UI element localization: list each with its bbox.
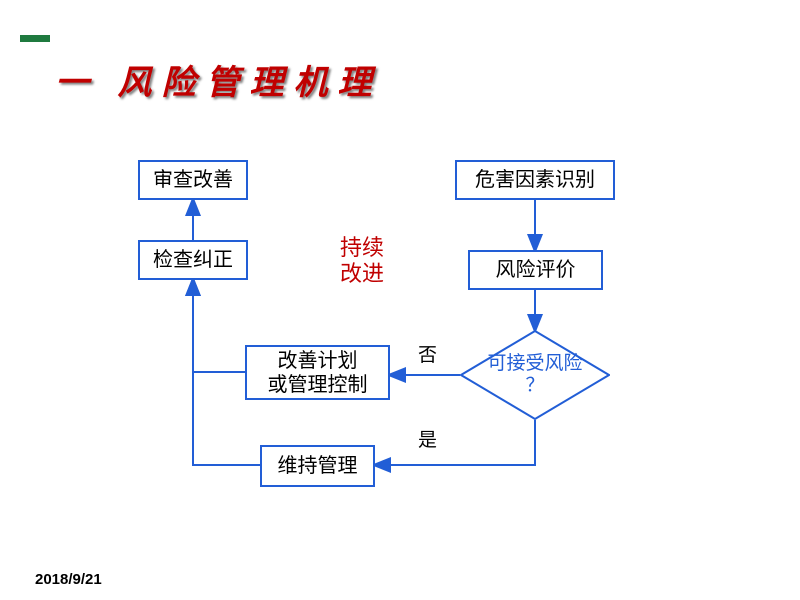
center-text: 持续改进 xyxy=(340,235,384,288)
flow-diamond-n5: 可接受风险？ xyxy=(460,330,610,420)
flow-box-n1: 审查改善 xyxy=(138,160,248,200)
edge-label-2: 否 xyxy=(418,340,437,367)
flow-box-n4: 风险评价 xyxy=(468,250,603,290)
flow-box-n7: 维持管理 xyxy=(260,445,375,487)
date-label: 2018/9/21 xyxy=(35,571,102,588)
flowchart-canvas: 审查改善检查纠正 危害因素识别风险评价可接受风险？ 改善计划或管理控制维持管理 否是 xyxy=(0,0,800,600)
flow-box-n2: 检查纠正 xyxy=(138,240,248,280)
edge-label-3: 是 xyxy=(418,425,437,452)
flow-box-n3: 危害因素识别 xyxy=(455,160,615,200)
flow-box-n6: 改善计划或管理控制 xyxy=(245,345,390,400)
